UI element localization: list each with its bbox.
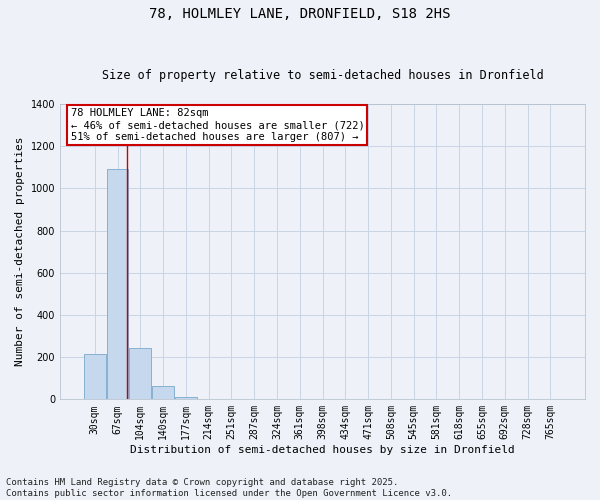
Text: Contains HM Land Registry data © Crown copyright and database right 2025.
Contai: Contains HM Land Registry data © Crown c… [6, 478, 452, 498]
Text: 78, HOLMLEY LANE, DRONFIELD, S18 2HS: 78, HOLMLEY LANE, DRONFIELD, S18 2HS [149, 8, 451, 22]
Bar [107, 170, 128, 400]
X-axis label: Distribution of semi-detached houses by size in Dronfield: Distribution of semi-detached houses by … [130, 445, 515, 455]
Bar [198, 398, 220, 400]
Y-axis label: Number of semi-detached properties: Number of semi-detached properties [15, 137, 25, 366]
Bar [130, 348, 151, 400]
Bar [175, 397, 197, 400]
Bar [152, 386, 174, 400]
Title: Size of property relative to semi-detached houses in Dronfield: Size of property relative to semi-detach… [101, 69, 544, 82]
Bar [84, 354, 106, 400]
Text: 78 HOLMLEY LANE: 82sqm
← 46% of semi-detached houses are smaller (722)
51% of se: 78 HOLMLEY LANE: 82sqm ← 46% of semi-det… [71, 108, 364, 142]
